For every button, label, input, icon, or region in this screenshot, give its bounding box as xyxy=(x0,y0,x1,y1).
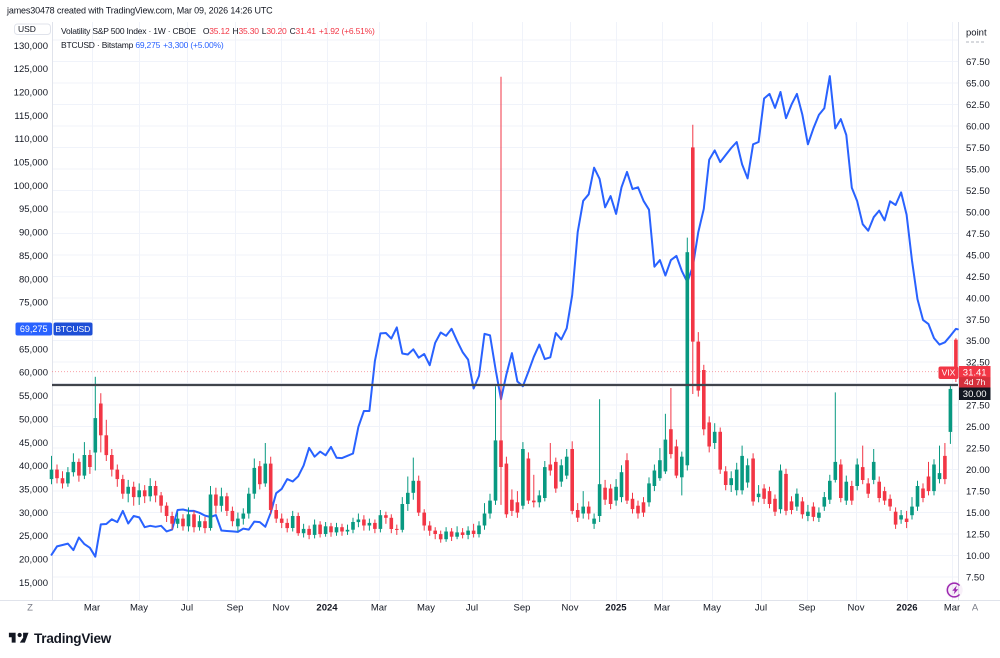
svg-text:60.00: 60.00 xyxy=(966,121,990,132)
svg-text:32.50: 32.50 xyxy=(966,358,990,369)
svg-text:15.00: 15.00 xyxy=(966,508,990,519)
svg-text:Mar: Mar xyxy=(654,603,670,614)
svg-text:37.50: 37.50 xyxy=(966,315,990,326)
svg-text:point: point xyxy=(966,28,987,39)
svg-text:Nov: Nov xyxy=(848,603,865,614)
svg-text:Nov: Nov xyxy=(562,603,579,614)
svg-text:2024: 2024 xyxy=(316,603,338,614)
svg-text:80,000: 80,000 xyxy=(19,274,48,285)
svg-text:67.50: 67.50 xyxy=(966,57,990,68)
svg-text:42.50: 42.50 xyxy=(966,272,990,283)
svg-text:55,000: 55,000 xyxy=(19,391,48,402)
svg-text:30,000: 30,000 xyxy=(19,508,48,519)
svg-text:Volatility S&P 500 Index · 1W: Volatility S&P 500 Index · 1W · CBOE O35.… xyxy=(61,26,375,36)
svg-text:35,000: 35,000 xyxy=(19,485,48,496)
svg-text:A: A xyxy=(972,603,979,614)
svg-text:2025: 2025 xyxy=(605,603,627,614)
svg-text:10.00: 10.00 xyxy=(966,551,990,562)
svg-text:17.50: 17.50 xyxy=(966,487,990,498)
svg-text:75,000: 75,000 xyxy=(19,298,48,309)
svg-text:120,000: 120,000 xyxy=(14,88,48,99)
svg-text:25,000: 25,000 xyxy=(19,531,48,542)
svg-text:2026: 2026 xyxy=(896,603,917,614)
svg-text:110,000: 110,000 xyxy=(14,134,48,145)
svg-text:130,000: 130,000 xyxy=(14,41,48,52)
svg-text:35.00: 35.00 xyxy=(966,336,990,347)
svg-text:90,000: 90,000 xyxy=(19,228,48,239)
svg-text:7.50: 7.50 xyxy=(966,573,985,584)
svg-text:47.50: 47.50 xyxy=(966,229,990,240)
svg-text:BTCUSD: BTCUSD xyxy=(55,324,90,334)
svg-text:james30478 created with Tradin: james30478 created with TradingView.com,… xyxy=(6,5,273,15)
svg-text:60,000: 60,000 xyxy=(19,368,48,379)
svg-text:55.00: 55.00 xyxy=(966,164,990,175)
svg-text:27.50: 27.50 xyxy=(966,401,990,412)
svg-text:12.50: 12.50 xyxy=(966,530,990,541)
svg-text:45.00: 45.00 xyxy=(966,250,990,261)
svg-text:115,000: 115,000 xyxy=(14,111,48,122)
svg-text:BTCUSD · Bitstamp 69,275+3,300: BTCUSD · Bitstamp 69,275 +3,300 (+5.00%) xyxy=(61,40,224,50)
svg-text:Z: Z xyxy=(27,603,33,614)
svg-text:Sep: Sep xyxy=(227,603,244,614)
svg-text:45,000: 45,000 xyxy=(19,438,48,449)
svg-text:31.41: 31.41 xyxy=(963,367,987,378)
svg-text:95,000: 95,000 xyxy=(19,204,48,215)
svg-text:62.50: 62.50 xyxy=(966,100,990,111)
svg-text:85,000: 85,000 xyxy=(19,251,48,262)
svg-text:15,000: 15,000 xyxy=(19,578,48,589)
svg-text:4d 7h: 4d 7h xyxy=(964,377,986,387)
svg-text:69,275: 69,275 xyxy=(20,324,48,334)
svg-text:57.50: 57.50 xyxy=(966,143,990,154)
svg-text:May: May xyxy=(417,603,435,614)
svg-text:Jul: Jul xyxy=(466,603,478,614)
svg-text:May: May xyxy=(130,603,148,614)
svg-text:Mar: Mar xyxy=(84,603,100,614)
svg-text:20.00: 20.00 xyxy=(966,465,990,476)
svg-text:VIX: VIX xyxy=(942,368,956,378)
svg-text:Sep: Sep xyxy=(799,603,816,614)
svg-text:20,000: 20,000 xyxy=(19,555,48,566)
svg-text:30.00: 30.00 xyxy=(963,389,987,400)
svg-text:Jul: Jul xyxy=(755,603,767,614)
svg-text:May: May xyxy=(703,603,721,614)
svg-text:100,000: 100,000 xyxy=(14,181,48,192)
svg-text:Jul: Jul xyxy=(181,603,193,614)
svg-text:105,000: 105,000 xyxy=(14,158,48,169)
svg-text:40.00: 40.00 xyxy=(966,293,990,304)
svg-text:50.00: 50.00 xyxy=(966,207,990,218)
svg-text:25.00: 25.00 xyxy=(966,422,990,433)
svg-text:65.00: 65.00 xyxy=(966,78,990,89)
svg-text:Sep: Sep xyxy=(514,603,531,614)
svg-text:65,000: 65,000 xyxy=(19,344,48,355)
svg-text:USD: USD xyxy=(18,24,36,34)
svg-text:40,000: 40,000 xyxy=(19,461,48,472)
svg-text:52.50: 52.50 xyxy=(966,186,990,197)
svg-text:50,000: 50,000 xyxy=(19,414,48,425)
svg-text:Mar: Mar xyxy=(371,603,387,614)
svg-text:125,000: 125,000 xyxy=(14,64,48,75)
svg-text:22.50: 22.50 xyxy=(966,444,990,455)
svg-text:Mar: Mar xyxy=(944,603,960,614)
svg-text:Nov: Nov xyxy=(273,603,290,614)
svg-text:TradingView: TradingView xyxy=(34,631,112,646)
